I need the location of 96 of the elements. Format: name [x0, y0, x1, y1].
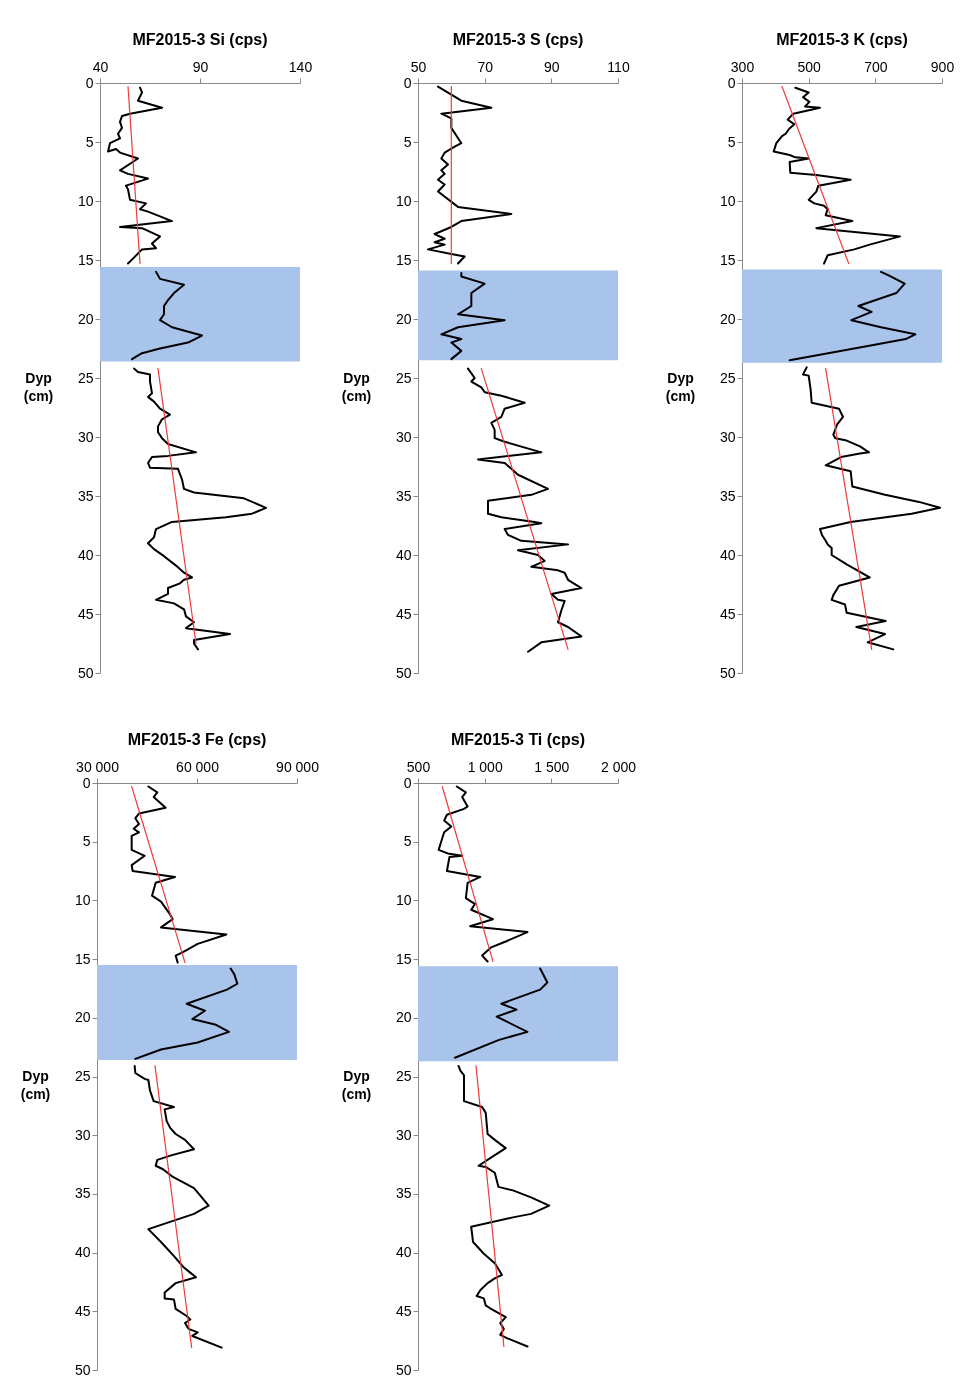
- y-tick-label: 15: [77, 251, 94, 268]
- y-tick-label: 10: [719, 192, 736, 209]
- x-tick-label: 1 500: [534, 758, 570, 775]
- y-tick-label: 30: [395, 1126, 412, 1143]
- y-tick-label: 25: [719, 369, 736, 386]
- y-tick-label: 25: [77, 369, 94, 386]
- x-tick-label: 90 000: [276, 758, 320, 775]
- y-tick-label: 30: [719, 428, 736, 445]
- y-axis-title: Dyp (cm): [20, 1068, 51, 1102]
- x-tick-label: 60 000: [176, 758, 220, 775]
- y-tick-label: 30: [77, 428, 94, 445]
- x-tick-label: 300: [730, 58, 755, 75]
- y-tick-label: 5: [403, 133, 412, 150]
- line-series: [134, 967, 239, 1060]
- y-tick-label: 40: [74, 1244, 91, 1261]
- x-tick-label: 2 000: [600, 758, 637, 775]
- y-tick-label: 45: [395, 1302, 412, 1319]
- line-series: [457, 1064, 551, 1348]
- chart-title: MF2015-3 S (cps): [452, 31, 584, 48]
- y-tick-label: 35: [74, 1185, 91, 1202]
- y-tick-label: 30: [395, 428, 412, 445]
- y-tick-label: 45: [74, 1302, 91, 1319]
- y-axis-title: Dyp (cm): [23, 369, 54, 404]
- y-axis-title: Dyp (cm): [665, 369, 696, 404]
- y-tick-label: 45: [395, 605, 412, 622]
- y-tick-label: 20: [395, 310, 412, 327]
- y-tick-label: 50: [395, 664, 412, 681]
- y-tick-label: 15: [395, 950, 412, 967]
- y-tick-label: 20: [74, 1009, 91, 1026]
- line-series: [772, 86, 901, 265]
- x-tick-label: 140: [288, 58, 313, 75]
- x-tick-label: 90: [544, 58, 560, 75]
- y-tick-label: 0: [727, 74, 736, 91]
- y-tick-label: 5: [82, 833, 91, 850]
- y-tick-label: 25: [395, 1068, 412, 1084]
- chart-title: MF2015-3 K (cps): [776, 31, 908, 48]
- y-tick-label: 40: [719, 546, 736, 563]
- x-tick-label: 1 000: [467, 758, 503, 775]
- y-tick-label: 20: [395, 1009, 412, 1026]
- y-tick-label: 15: [74, 950, 91, 967]
- y-tick-label: 20: [77, 310, 94, 327]
- y-tick-label: 45: [77, 605, 94, 622]
- line-series: [133, 367, 267, 651]
- y-tick-label: 0: [403, 74, 412, 91]
- y-tick-label: 45: [719, 605, 736, 622]
- y-tick-label: 30: [74, 1126, 91, 1143]
- line-series: [437, 785, 529, 963]
- x-tick-label: 30 000: [76, 758, 120, 775]
- line-series: [130, 785, 228, 964]
- line-series: [802, 366, 941, 651]
- y-tick-label: 40: [77, 546, 94, 563]
- y-tick-label: 15: [395, 251, 412, 268]
- y-tick-label: 35: [395, 1185, 412, 1202]
- y-tick-label: 40: [395, 546, 412, 563]
- y-tick-label: 0: [82, 774, 91, 791]
- y-axis-title: Dyp (cm): [341, 1068, 372, 1102]
- y-tick-label: 10: [395, 192, 412, 209]
- y-tick-label: 50: [74, 1361, 91, 1378]
- x-tick-label: 500: [797, 58, 822, 75]
- x-tick-label: 110: [607, 58, 630, 75]
- y-tick-label: 20: [719, 310, 736, 327]
- y-tick-label: 15: [719, 251, 736, 268]
- y-tick-label: 40: [395, 1244, 412, 1261]
- x-tick-label: 900: [930, 58, 955, 75]
- y-tick-label: 10: [74, 891, 91, 908]
- line-series: [131, 270, 203, 361]
- x-tick-label: 500: [406, 758, 431, 775]
- y-tick-label: 0: [403, 774, 412, 791]
- y-tick-label: 35: [77, 487, 94, 504]
- chart-title: MF2015-3 Si (cps): [132, 31, 268, 48]
- y-tick-label: 50: [719, 664, 736, 681]
- line-series: [427, 85, 513, 265]
- y-tick-label: 5: [727, 133, 736, 150]
- line-series: [133, 1064, 223, 1349]
- chart-title: MF2015-3 Fe (cps): [127, 731, 267, 748]
- y-tick-label: 35: [395, 487, 412, 504]
- x-tick-label: 700: [864, 58, 888, 75]
- x-tick-label: 70: [477, 58, 494, 75]
- y-tick-label: 0: [85, 74, 94, 91]
- y-tick-label: 5: [403, 833, 412, 850]
- y-tick-label: 25: [74, 1068, 91, 1084]
- line-series: [788, 270, 917, 362]
- y-tick-label: 25: [395, 369, 412, 386]
- y-tick-label: 5: [85, 133, 94, 150]
- y-tick-label: 50: [395, 1361, 412, 1378]
- y-tick-label: 10: [395, 891, 412, 908]
- line-series: [107, 86, 173, 265]
- line-series: [453, 967, 549, 1059]
- y-tick-label: 10: [77, 192, 94, 209]
- x-tick-label: 90: [192, 58, 209, 75]
- y-tick-label: 35: [719, 487, 736, 504]
- line-series: [440, 271, 506, 361]
- line-series: [467, 367, 583, 653]
- y-axis-title: Dyp (cm): [341, 369, 372, 404]
- y-tick-label: 50: [77, 664, 94, 681]
- chart-title: MF2015-3 Ti (cps): [451, 731, 585, 748]
